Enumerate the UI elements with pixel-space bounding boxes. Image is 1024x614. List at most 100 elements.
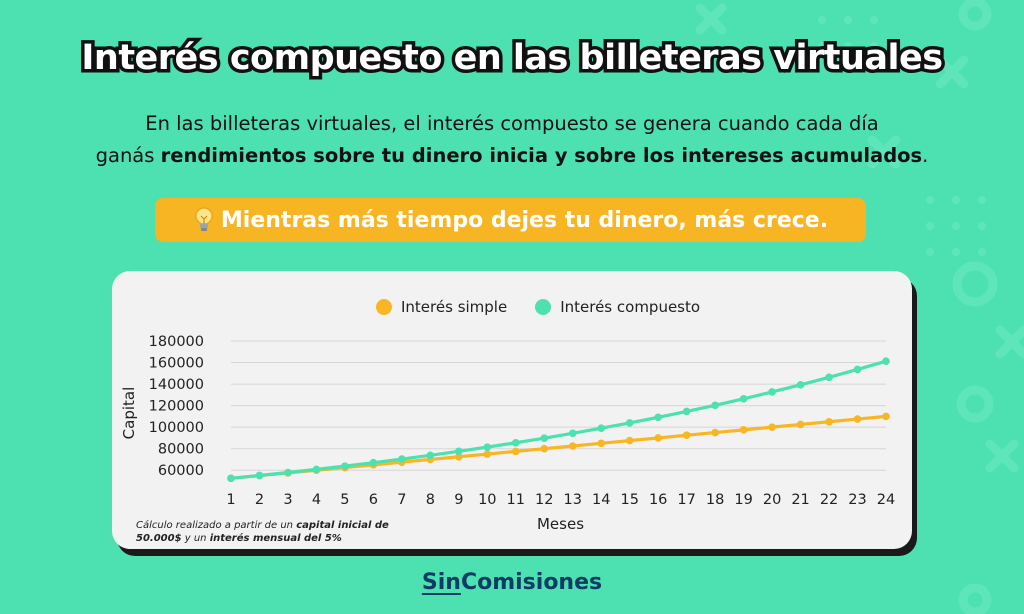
data-point-simple xyxy=(796,420,805,429)
footnote: Cálculo realizado a partir de un capital… xyxy=(136,519,436,545)
intro-line-2-prefix: ganás xyxy=(95,144,161,167)
data-point-compuesto xyxy=(426,451,435,460)
tip-callout: Mientras más tiempo dejes tu dinero, más… xyxy=(155,198,866,242)
lightbulb-icon xyxy=(195,207,213,231)
x-tick-label: 7 xyxy=(397,492,406,508)
y-tick-label: 180000 xyxy=(149,334,204,350)
x-tick-label: 6 xyxy=(369,492,378,508)
x-tick-label: 1 xyxy=(226,492,235,508)
tip-text: Mientras más tiempo dejes tu dinero, más… xyxy=(220,207,829,233)
data-point-compuesto xyxy=(853,365,862,374)
data-point-simple xyxy=(597,439,606,448)
x-tick-label: 8 xyxy=(426,492,435,508)
data-point-compuesto xyxy=(739,394,748,403)
x-tick-label: 4 xyxy=(312,492,321,508)
data-point-simple xyxy=(654,434,662,442)
x-tick-label: 13 xyxy=(564,492,582,508)
data-point-compuesto xyxy=(483,443,492,451)
y-axis-label: Capital xyxy=(120,387,138,440)
x-tick-label: 10 xyxy=(478,492,496,508)
data-point-compuesto xyxy=(625,419,634,427)
legend-marker-simple xyxy=(376,299,392,315)
x-tick-label: 2 xyxy=(255,492,264,508)
legend-item-simple: Interés simple xyxy=(376,298,507,316)
data-point-simple xyxy=(711,428,719,437)
data-point-compuesto xyxy=(369,458,378,467)
data-point-compuesto xyxy=(341,462,349,470)
data-point-compuesto xyxy=(682,407,691,416)
data-point-compuesto xyxy=(284,468,292,477)
x-tick-label: 15 xyxy=(620,492,638,508)
x-tick-label: 24 xyxy=(877,492,895,508)
x-tick-label: 18 xyxy=(706,492,724,508)
data-point-simple xyxy=(739,426,748,434)
data-point-compuesto xyxy=(796,381,805,389)
brand-logo: SinComisiones xyxy=(0,570,1024,595)
y-tick-label: 140000 xyxy=(149,377,204,393)
footnote-text-2: y un xyxy=(181,533,210,544)
data-point-compuesto xyxy=(654,413,662,422)
data-point-simple xyxy=(511,447,520,456)
data-point-simple xyxy=(682,431,691,440)
data-point-compuesto xyxy=(711,401,719,410)
intro-text: En las billeteras virtuales, el interés … xyxy=(40,108,984,172)
data-point-simple xyxy=(625,436,634,445)
x-axis-label: Meses xyxy=(537,515,584,533)
intro-line-2-suffix: . xyxy=(922,144,929,167)
x-tick-label: 14 xyxy=(592,492,610,508)
y-tick-label: 120000 xyxy=(149,399,204,415)
brand-part-2: Comisiones xyxy=(460,570,603,595)
data-point-simple xyxy=(455,452,463,461)
x-tick-label: 22 xyxy=(820,492,838,508)
data-point-compuesto xyxy=(825,373,833,382)
data-point-compuesto xyxy=(597,424,606,433)
legend-item-compuesto: Interés compuesto xyxy=(535,298,700,316)
x-tick-label: 16 xyxy=(649,492,667,508)
y-tick-label: 80000 xyxy=(158,442,204,458)
x-tick-label: 12 xyxy=(535,492,553,508)
x-tick-label: 9 xyxy=(454,492,463,508)
x-tick-label: 11 xyxy=(507,492,525,508)
data-point-compuesto xyxy=(511,438,520,447)
chart-card xyxy=(112,271,912,549)
footnote-bold-1: capital inicial de 50.000$ xyxy=(136,520,389,544)
intro-line-2-bold: rendimientos sobre tu dinero inicia y so… xyxy=(160,144,923,167)
data-point-simple xyxy=(768,423,776,431)
brand-part-1: Sin xyxy=(421,570,461,595)
data-point-simple xyxy=(568,442,577,450)
legend-marker-compuesto xyxy=(535,299,552,315)
data-point-compuesto xyxy=(227,474,235,483)
data-point-simple xyxy=(825,417,833,426)
footnote-bold-2: interés mensual del 5% xyxy=(209,533,342,544)
intro-line-1: En las billeteras virtuales, el interés … xyxy=(145,112,879,135)
data-point-simple xyxy=(540,444,549,453)
x-tick-label: 23 xyxy=(848,492,866,508)
data-point-compuesto xyxy=(768,388,776,396)
data-point-simple xyxy=(483,450,492,458)
footnote-text-1: Cálculo realizado a partir de un xyxy=(136,520,297,531)
intro-line-2: ganás rendimientos sobre tu dinero inici… xyxy=(40,140,984,172)
x-tick-label: 19 xyxy=(734,492,752,508)
data-point-compuesto xyxy=(540,434,549,442)
y-tick-label: 160000 xyxy=(149,356,204,372)
data-point-compuesto xyxy=(455,447,463,456)
y-tick-label: 60000 xyxy=(158,463,204,479)
data-point-compuesto xyxy=(255,471,264,480)
legend-label-compuesto: Interés compuesto xyxy=(560,298,701,316)
data-point-simple xyxy=(882,412,890,421)
series-line-compuesto xyxy=(230,359,887,480)
data-point-compuesto xyxy=(568,429,577,438)
x-tick-label: 3 xyxy=(283,492,292,508)
x-tick-label: 21 xyxy=(791,492,809,508)
chart-legend: Interés simple Interés compuesto xyxy=(376,298,700,316)
data-point-compuesto xyxy=(882,357,890,365)
data-point-compuesto xyxy=(312,465,321,474)
x-tick-label: 20 xyxy=(763,492,781,508)
x-tick-label: 5 xyxy=(340,492,349,508)
y-tick-label: 100000 xyxy=(149,420,204,436)
data-point-simple xyxy=(853,415,862,423)
page-title: Interés compuesto en las billeteras virt… xyxy=(78,35,947,82)
data-point-compuesto xyxy=(398,455,406,463)
legend-label-simple: Interés simple xyxy=(401,298,508,316)
